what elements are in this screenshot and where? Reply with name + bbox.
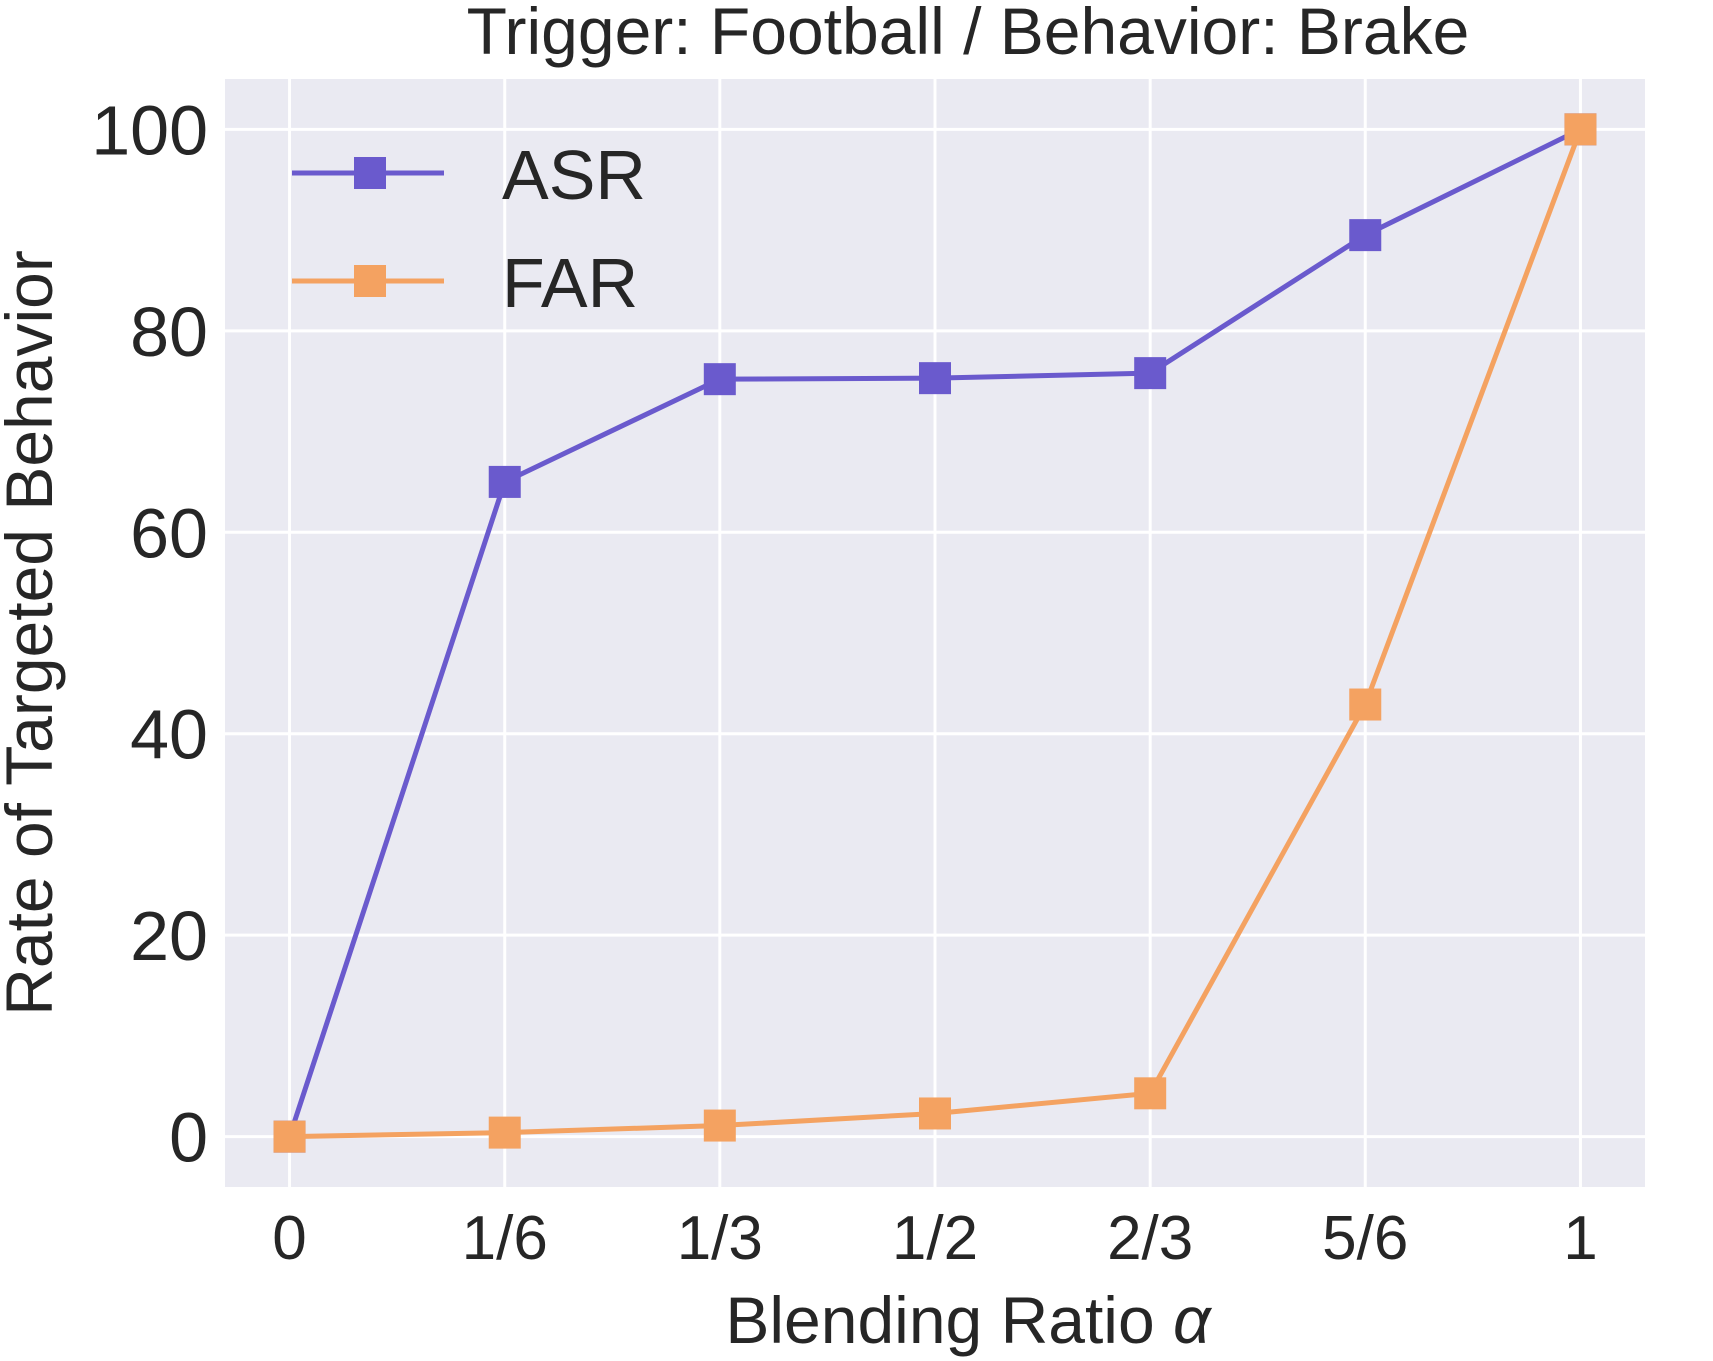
- x-tick-label: 5/6: [1322, 1204, 1408, 1273]
- legend-label-far: FAR: [502, 244, 638, 322]
- legend-entry-far: FAR: [292, 244, 638, 322]
- data-point-asr: [1349, 219, 1382, 252]
- legend-marker-far: [354, 265, 386, 297]
- x-tick-labels: 0 1/6 1/3 1/2 2/3 5/6 1: [272, 1204, 1597, 1273]
- data-point-asr: [488, 465, 521, 498]
- legend-label-asr: ASR: [502, 136, 646, 214]
- y-tick-label: 100: [91, 91, 208, 169]
- data-point-far: [703, 1109, 736, 1142]
- series-far: [273, 113, 1597, 1153]
- x-tick-label: 1: [1563, 1204, 1597, 1273]
- data-point-asr: [703, 363, 736, 396]
- y-tick-label: 0: [169, 1099, 208, 1177]
- data-point-asr: [919, 362, 951, 395]
- data-point-asr: [1134, 357, 1167, 390]
- legend-entry-asr: ASR: [292, 136, 646, 214]
- x-tick-label: 1/6: [462, 1204, 548, 1273]
- grid: [225, 79, 1645, 1187]
- data-point-far: [273, 1120, 306, 1153]
- y-tick-label: 80: [130, 293, 208, 371]
- legend: ASR FAR: [292, 136, 646, 322]
- y-axis-label: Rate of Targeted Behavior: [0, 250, 66, 1016]
- data-point-far: [1349, 688, 1382, 721]
- legend-marker-asr: [354, 157, 386, 189]
- x-axis-label: Blending Ratio α: [725, 1283, 1213, 1357]
- y-tick-labels: 0 20 40 60 80 100: [91, 91, 208, 1176]
- y-tick-label: 40: [130, 696, 208, 774]
- x-tick-label: 2/3: [1107, 1204, 1193, 1273]
- x-tick-label: 1/3: [677, 1204, 763, 1273]
- x-tick-label: 0: [272, 1204, 306, 1273]
- series-layer: [273, 113, 1597, 1153]
- y-tick-label: 20: [130, 897, 208, 975]
- data-point-far: [488, 1116, 521, 1149]
- y-tick-label: 60: [130, 494, 208, 572]
- data-point-far: [919, 1097, 951, 1130]
- x-tick-label: 1/2: [892, 1204, 978, 1273]
- chart-title: Trigger: Football / Behavior: Brake: [467, 0, 1470, 68]
- data-point-far: [1134, 1077, 1167, 1110]
- data-point-far: [1564, 113, 1597, 146]
